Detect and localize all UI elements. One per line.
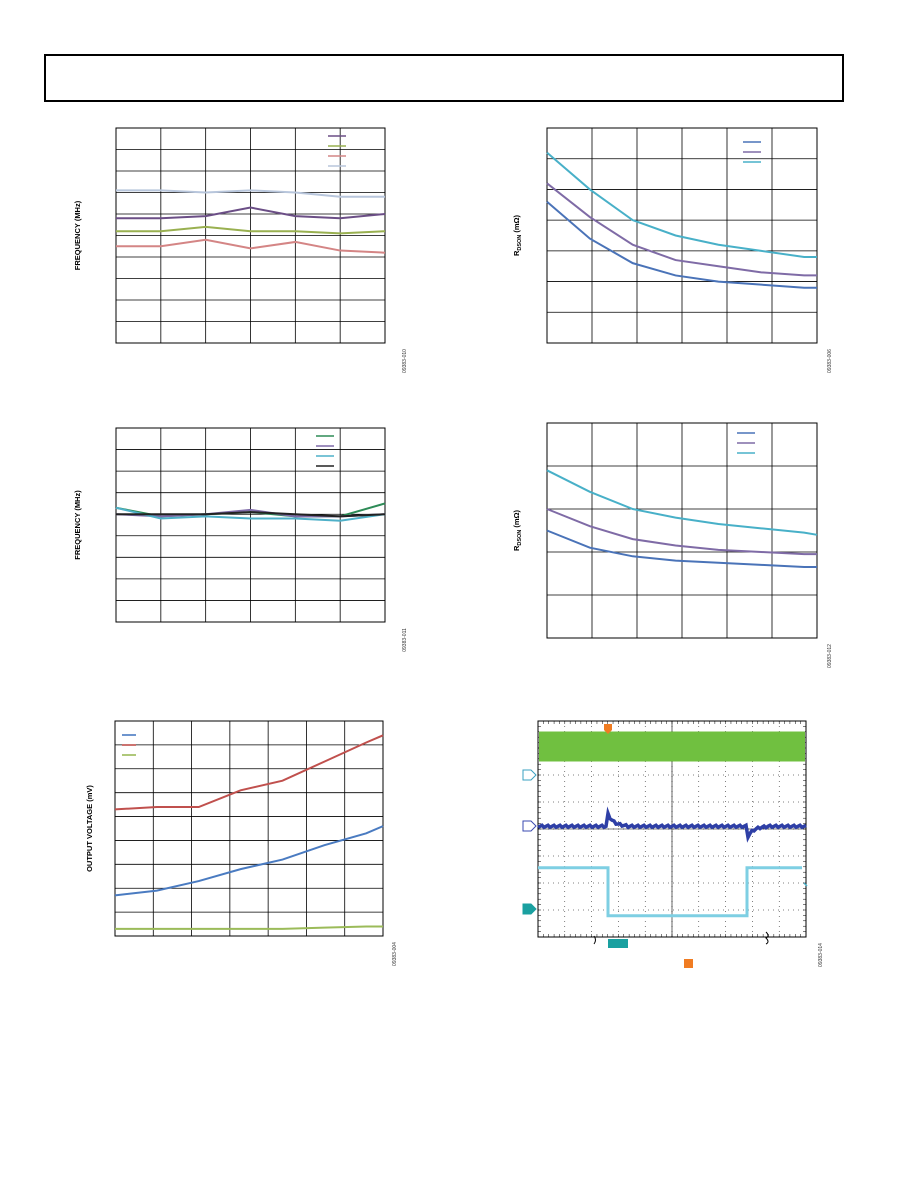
plot-border (114, 720, 384, 937)
trace-end-marker (803, 882, 808, 887)
series-line-1 (114, 734, 384, 811)
plot-border (115, 427, 386, 623)
ac-coupling-icon (765, 931, 769, 945)
scope-border (537, 720, 807, 938)
trigger-position-marker (684, 959, 693, 968)
series-line-2 (115, 925, 383, 930)
plot-border (115, 127, 386, 344)
series-line-2 (546, 469, 818, 536)
channel-3-marker (522, 903, 537, 915)
plot-border (546, 127, 818, 344)
y-axis-label: RDSON (mΩ) (512, 214, 523, 256)
chart-rdson-1: RDSON (mΩ) 09383-006 (512, 127, 833, 373)
chart-output-voltage: OUTPUT VOLTAGE (mV) 09383-004 (85, 720, 398, 966)
plot-area (114, 720, 384, 937)
series-line-2 (116, 238, 386, 254)
series-line-1 (546, 182, 817, 277)
series-line-0 (116, 206, 386, 220)
figure-code: 09383-004 (392, 942, 398, 966)
y-axis-label: FREQUENCY (MHz) (73, 490, 82, 560)
channel-1-marker (522, 769, 537, 781)
page-header-box (44, 54, 844, 102)
series-line-1 (116, 225, 386, 235)
plot-area (115, 127, 386, 344)
series-line-3 (116, 189, 385, 198)
channel-badge (608, 939, 628, 948)
series-line-3 (116, 511, 386, 518)
y-axis-label: RDSON (mΩ) (512, 509, 523, 551)
series-line-0 (546, 200, 817, 289)
figure-code: 09383-014 (818, 943, 824, 967)
trace-3-step (538, 866, 802, 918)
chart-scope-capture: 09383-014 (522, 720, 824, 968)
trace-1-ripple (539, 731, 805, 762)
bandwidth-limit-icon (593, 935, 596, 945)
trigger-marker (604, 724, 612, 734)
trace-2-transient (537, 806, 807, 843)
channel-2-marker (522, 820, 537, 832)
series-line-0 (114, 825, 384, 897)
series-line-0 (546, 529, 817, 569)
plot-area (546, 127, 818, 344)
series-line-2 (115, 506, 386, 522)
y-axis-label: FREQUENCY (MHz) (73, 200, 82, 270)
series-line-1 (546, 508, 817, 556)
plot-area (115, 427, 386, 623)
y-axis-label: OUTPUT VOLTAGE (mV) (85, 785, 94, 872)
figure-code: 09383-012 (827, 644, 833, 668)
chart-rdson-2: RDSON (mΩ) 09383-012 (512, 422, 833, 668)
series-line-2 (546, 151, 817, 258)
chart-frequency-1: FREQUENCY (MHz) 09383-010 (73, 127, 408, 373)
figure-code: 09383-010 (402, 349, 408, 373)
figure-code: 09383-011 (402, 628, 408, 652)
figure-code: 09383-006 (827, 349, 833, 373)
chart-frequency-2: FREQUENCY (MHz) 09383-011 (73, 427, 408, 652)
